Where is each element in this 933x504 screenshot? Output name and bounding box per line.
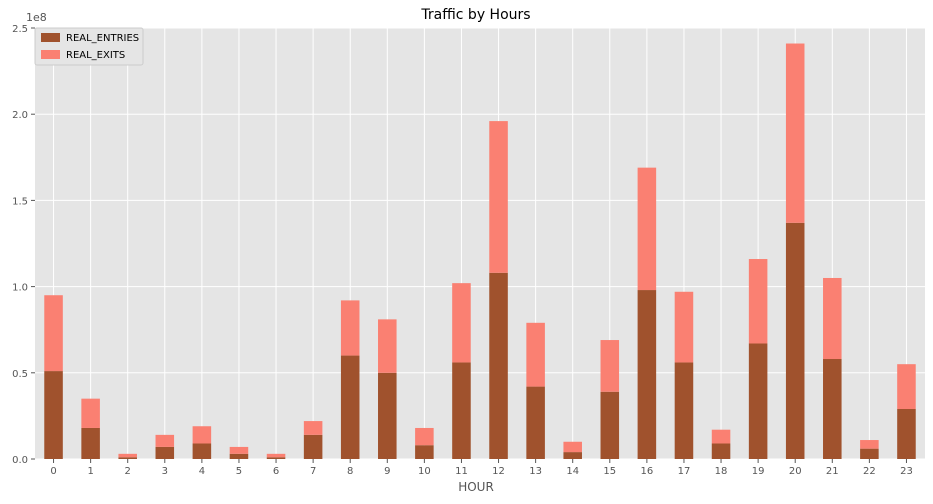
bar-real-entries <box>44 371 63 459</box>
x-tick-label: 7 <box>310 466 316 477</box>
bar-real-entries <box>81 427 100 459</box>
bar-real-entries <box>748 343 768 459</box>
bar-real-exits <box>748 259 768 344</box>
plot-background <box>35 28 925 459</box>
bar-real-exits <box>266 453 286 458</box>
bar-real-exits <box>489 121 508 273</box>
bar-real-exits <box>897 364 916 410</box>
bar-real-entries <box>600 391 620 459</box>
bar-real-entries <box>452 362 471 459</box>
x-tick-label: 22 <box>863 466 876 477</box>
bar-real-entries <box>711 443 731 459</box>
bar-real-entries <box>229 453 249 459</box>
x-tick-label: 8 <box>347 466 353 477</box>
x-tick-label: 17 <box>678 466 691 477</box>
bar-real-exits <box>711 429 731 444</box>
y-tick-label: 2.0 <box>12 110 28 121</box>
y-tick-label: 0.0 <box>12 455 28 466</box>
bar-real-exits <box>192 426 212 444</box>
y-tick-label: 1.5 <box>12 196 28 207</box>
x-tick-label: 19 <box>752 466 765 477</box>
bar-real-exits <box>44 295 63 372</box>
x-tick-label: 16 <box>641 466 654 477</box>
bar-real-exits <box>674 291 694 363</box>
bar-real-entries <box>340 355 360 459</box>
bars <box>44 43 916 459</box>
x-tick-label: 23 <box>900 466 913 477</box>
bar-real-exits <box>340 300 360 356</box>
y-tick-label: 0.5 <box>12 369 28 380</box>
x-tick-label: 13 <box>529 466 542 477</box>
bar-real-exits <box>785 43 805 223</box>
legend-swatch-exits <box>41 50 60 59</box>
x-tick-label: 12 <box>492 466 505 477</box>
legend-box <box>34 27 144 66</box>
bar-real-entries <box>303 434 323 459</box>
x-tick-label: 21 <box>826 466 839 477</box>
y-tick-label: 1.0 <box>12 283 28 294</box>
bar-real-entries <box>674 362 694 459</box>
legend-label-exits: REAL_EXITS <box>66 50 125 61</box>
bar-real-entries <box>526 386 545 459</box>
bar-real-entries <box>489 272 508 459</box>
bar-real-entries <box>563 452 582 459</box>
y-axis-ticks: 0.0 0.5 1.0 1.5 2.0 2.5 <box>12 24 35 466</box>
x-tick-label: 2 <box>125 466 131 477</box>
bar-real-entries <box>266 457 286 459</box>
y-tick-label: 2.5 <box>12 24 28 35</box>
chart-title: Traffic by Hours <box>420 7 530 23</box>
x-axis-ticks: 0 1 2 3 4 5 6 7 8 9 10 11 12 13 14 15 16 17 18 19 20 21 22 23 <box>50 459 913 477</box>
legend-swatch-entries <box>41 33 60 42</box>
bar-real-exits <box>452 283 471 363</box>
x-tick-label: 4 <box>199 466 205 477</box>
bar-real-exits <box>118 453 137 458</box>
bar-real-exits <box>860 440 879 449</box>
y-axis-multiplier: 1e8 <box>26 11 47 24</box>
x-tick-label: 3 <box>162 466 168 477</box>
bar-real-entries <box>823 359 842 459</box>
bar-real-exits <box>600 340 620 392</box>
x-tick-label: 18 <box>715 466 728 477</box>
bar-real-entries <box>192 443 212 459</box>
bar-real-exits <box>563 441 582 453</box>
x-tick-label: 15 <box>603 466 616 477</box>
x-tick-label: 9 <box>384 466 390 477</box>
bar-real-exits <box>823 277 842 360</box>
x-tick-label: 5 <box>236 466 242 477</box>
bar-real-entries <box>785 222 805 459</box>
x-tick-label: 0 <box>50 466 56 477</box>
bar-real-exits <box>81 398 100 428</box>
x-tick-label: 14 <box>566 466 579 477</box>
bar-real-exits <box>415 427 434 446</box>
x-tick-label: 10 <box>418 466 431 477</box>
legend: REAL_ENTRIES REAL_EXITS <box>34 27 144 66</box>
bar-real-entries <box>637 290 657 459</box>
x-tick-label: 6 <box>273 466 279 477</box>
x-tick-label: 11 <box>455 466 468 477</box>
bar-real-entries <box>378 372 397 459</box>
legend-label-entries: REAL_ENTRIES <box>66 33 139 44</box>
bar-real-exits <box>303 421 323 435</box>
bar-real-entries <box>415 445 434 459</box>
bar-real-entries <box>118 457 137 459</box>
bar-real-entries <box>155 446 175 459</box>
x-tick-label: 1 <box>87 466 93 477</box>
x-tick-label: 20 <box>789 466 802 477</box>
bar-real-entries <box>860 448 879 459</box>
bar-real-exits <box>155 434 175 447</box>
bar-real-exits <box>229 446 249 454</box>
bar-real-entries <box>897 409 916 459</box>
x-axis-label: HOUR <box>458 480 494 494</box>
bar-real-exits <box>526 322 545 387</box>
bar-real-exits <box>378 319 397 373</box>
bar-real-exits <box>637 167 657 291</box>
